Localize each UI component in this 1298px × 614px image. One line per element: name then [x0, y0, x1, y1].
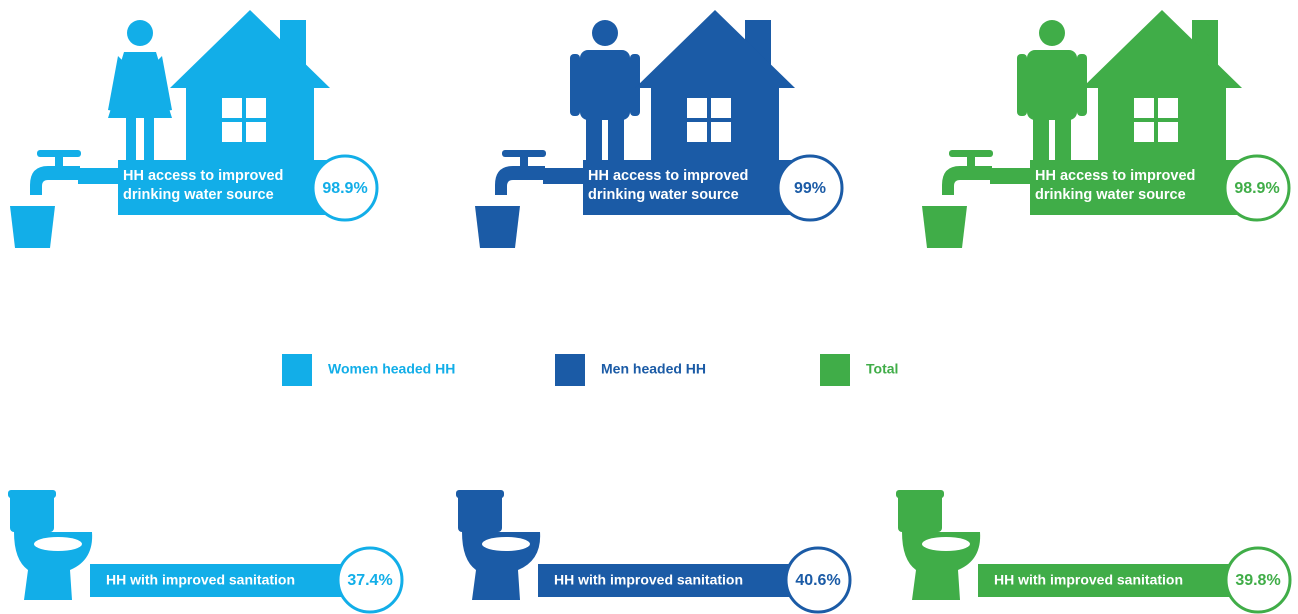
man-body: [1027, 50, 1077, 120]
sanitation-label: HH with improved sanitation: [994, 572, 1183, 588]
legend-swatch: [282, 354, 312, 386]
water-value: 99%: [794, 180, 826, 197]
label-wrap: HH access to improved drinking water sou…: [1035, 167, 1215, 211]
seat: [922, 537, 970, 551]
man-body: [580, 50, 630, 120]
sanitation-value: 40.6%: [795, 572, 840, 589]
sanitation-panel: HH with improved sanitation 39.8%: [896, 490, 1290, 612]
legend-label: Men headed HH: [601, 361, 706, 377]
spout: [942, 166, 992, 195]
spout: [495, 166, 545, 195]
seat: [482, 537, 530, 551]
legend-label: Women headed HH: [328, 361, 455, 377]
label-wrap: HH access to improved drinking water sou…: [123, 167, 303, 211]
tank-lid: [8, 490, 56, 498]
water-label: HH access to improved drinking water sou…: [588, 167, 768, 205]
water-value: 98.9%: [322, 180, 367, 197]
cup: [10, 206, 55, 248]
sanitation-label: HH with improved sanitation: [106, 572, 295, 588]
sanitation-label: HH with improved sanitation: [554, 572, 743, 588]
head: [1039, 20, 1065, 46]
window-bar: [222, 118, 266, 122]
arm: [570, 54, 580, 116]
legend-swatch: [820, 354, 850, 386]
sanitation-panel: HH with improved sanitation 40.6%: [456, 490, 850, 612]
cup: [922, 206, 967, 248]
label-wrap: HH access to improved drinking water sou…: [588, 167, 768, 211]
water-panel: HH access to improved drinking water sou…: [475, 10, 842, 248]
water-value: 98.9%: [1234, 180, 1279, 197]
water-label: HH access to improved drinking water sou…: [123, 167, 303, 205]
seat: [34, 537, 82, 551]
water-panel: HH access to improved drinking water sou…: [922, 10, 1289, 248]
window-bar: [1134, 118, 1178, 122]
head: [592, 20, 618, 46]
water-panel: HH access to improved drinking water sou…: [10, 10, 377, 248]
cup: [475, 206, 520, 248]
water-label: HH access to improved drinking water sou…: [1035, 167, 1215, 205]
tank-lid: [456, 490, 504, 498]
sanitation-value: 39.8%: [1235, 572, 1280, 589]
infographic: HH access to improved drinking water sou…: [0, 0, 1298, 614]
spout: [30, 166, 80, 195]
legend-swatch: [555, 354, 585, 386]
sanitation-value: 37.4%: [347, 572, 392, 589]
sanitation-panel: HH with improved sanitation 37.4%: [8, 490, 402, 612]
tank-lid: [896, 490, 944, 498]
legend-label: Total: [866, 361, 898, 377]
head: [127, 20, 153, 46]
arm: [1017, 54, 1027, 116]
window-bar: [687, 118, 731, 122]
